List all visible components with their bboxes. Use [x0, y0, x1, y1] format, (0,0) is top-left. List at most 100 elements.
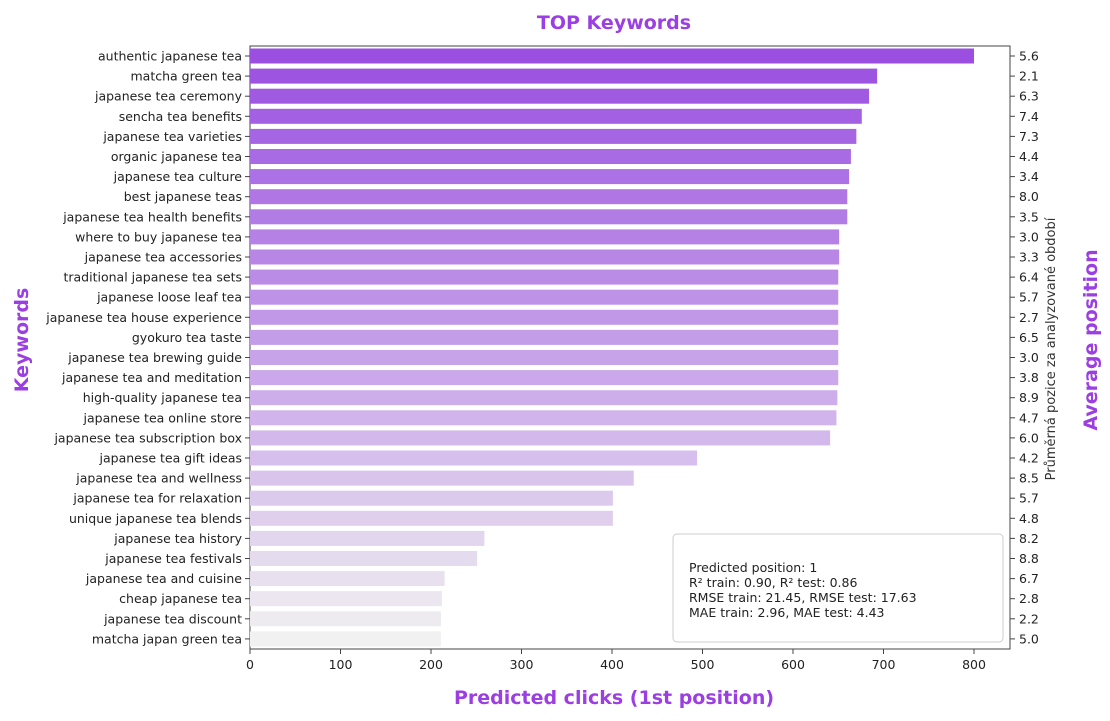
- x-tick-label: 800: [962, 657, 986, 672]
- category-label: japanese tea online store: [83, 410, 243, 425]
- avg-position-label: 8.2: [1019, 531, 1039, 546]
- avg-position-label: 6.4: [1019, 270, 1039, 285]
- bar: [250, 169, 850, 185]
- bar: [250, 108, 862, 124]
- annotation-line: MAE train: 2.96, MAE test: 4.43: [689, 605, 885, 620]
- avg-position-label: 4.4: [1019, 149, 1039, 164]
- category-label: gyokuro tea taste: [132, 330, 242, 345]
- category-labels: authentic japanese tea matcha green tea ja…: [45, 49, 250, 646]
- category-label: japanese tea discount: [103, 611, 242, 626]
- bar: [250, 390, 838, 406]
- x-tick-label: 100: [329, 657, 353, 672]
- x-axis-label: Predicted clicks (1st position): [454, 687, 774, 709]
- bar: [250, 571, 445, 587]
- category-label: matcha japan green tea: [92, 631, 242, 646]
- avg-position-label: 2.1: [1019, 69, 1039, 84]
- bar: [250, 289, 839, 305]
- category-label: unique japanese tea blends: [69, 511, 242, 526]
- avg-position-label: 2.7: [1019, 310, 1039, 325]
- avg-position-label: 5.6: [1019, 49, 1039, 64]
- avg-position-label: 3.0: [1019, 350, 1039, 365]
- bar: [250, 48, 974, 64]
- annotation-line: R² train: 0.90, R² test: 0.86: [689, 575, 857, 590]
- avg-position-labels: 5.6 2.1 6.3 7.4 7.3 4.4 3.4 8.0 3.5 3.0 3.3 6.4 5.7 2…: [1010, 49, 1039, 646]
- avg-position-label: 8.8: [1019, 551, 1039, 566]
- category-label: japanese tea health benefits: [62, 209, 242, 224]
- chart-title: TOP Keywords: [537, 12, 691, 34]
- x-tick-label: 0: [246, 657, 254, 672]
- bar: [250, 450, 698, 466]
- avg-position-label: 3.8: [1019, 370, 1039, 385]
- annotation-line: Predicted position: 1: [689, 560, 817, 575]
- y-axis-label: Keywords: [11, 288, 33, 393]
- avg-position-label: 5.7: [1019, 290, 1039, 305]
- avg-position-label: 6.5: [1019, 330, 1039, 345]
- plot-frame: [249, 45, 1011, 650]
- category-label: japanese tea varieties: [102, 129, 242, 144]
- x-tick-label: 500: [691, 657, 715, 672]
- bar: [250, 209, 848, 225]
- avg-position-label: 4.7: [1019, 410, 1039, 425]
- bars-group: [250, 48, 974, 647]
- right-axis-inner-label: Průměrná pozice za analyzované období: [1044, 217, 1059, 480]
- bar: [250, 229, 840, 245]
- category-label: japanese loose leaf tea: [96, 290, 242, 305]
- x-tick-label: 700: [872, 657, 896, 672]
- x-tick-label: 400: [600, 657, 624, 672]
- bar: [250, 88, 870, 104]
- bar: [250, 189, 848, 205]
- avg-position-label: 6.0: [1019, 430, 1039, 445]
- avg-position-label: 3.4: [1019, 169, 1039, 184]
- category-label: sencha tea benefits: [119, 109, 242, 124]
- category-label: traditional japanese tea sets: [63, 270, 242, 285]
- category-label: authentic japanese tea: [98, 49, 242, 64]
- x-axis-ticks: 0 100 200 300 400 500 600 700 800: [246, 649, 986, 672]
- category-label: japanese tea ceremony: [94, 89, 243, 104]
- avg-position-label: 8.9: [1019, 390, 1039, 405]
- bar: [250, 370, 839, 386]
- avg-position-label: 6.7: [1019, 571, 1039, 586]
- bar: [250, 591, 442, 607]
- category-label: cheap japanese tea: [119, 591, 242, 606]
- annotation-box: [672, 533, 1004, 643]
- avg-position-label: 4.2: [1019, 451, 1039, 466]
- bar: [250, 309, 839, 325]
- x-tick-label: 600: [781, 657, 805, 672]
- avg-position-label: 5.0: [1019, 631, 1039, 646]
- avg-position-label: 2.2: [1019, 611, 1039, 626]
- bar: [250, 149, 851, 164]
- category-label: japanese tea history: [113, 531, 242, 546]
- category-label: high-quality japanese tea: [83, 390, 242, 405]
- bar: [250, 430, 831, 446]
- category-label: japanese tea for relaxation: [72, 491, 242, 506]
- avg-position-label: 3.0: [1019, 229, 1039, 244]
- bar: [250, 611, 441, 627]
- avg-position-label: 8.5: [1019, 471, 1039, 486]
- category-label: matcha green tea: [131, 69, 243, 84]
- avg-position-label: 5.7: [1019, 491, 1039, 506]
- bar: [250, 551, 478, 566]
- metrics-annotation: Predicted position: 1 R² train: 0.90, R²…: [672, 533, 1004, 643]
- bar: [250, 249, 840, 265]
- x-tick-label: 300: [510, 657, 534, 672]
- category-label: best japanese teas: [124, 189, 242, 204]
- bar: [250, 470, 634, 486]
- bar: [250, 68, 878, 84]
- category-label: japanese tea and meditation: [61, 370, 242, 385]
- bar: [250, 350, 839, 365]
- bar: [250, 631, 441, 647]
- category-label: japanese tea gift ideas: [99, 451, 242, 466]
- category-label: japanese tea accessories: [84, 250, 242, 265]
- avg-position-label: 7.3: [1019, 129, 1039, 144]
- category-label: japanese tea festivals: [104, 551, 242, 566]
- avg-position-label: 8.0: [1019, 189, 1039, 204]
- category-label: organic japanese tea: [111, 149, 242, 164]
- category-label: japanese tea subscription box: [53, 430, 242, 445]
- category-label: japanese tea brewing guide: [67, 350, 242, 365]
- bar: [250, 490, 613, 506]
- avg-position-label: 3.5: [1019, 209, 1039, 224]
- bar: [250, 410, 837, 426]
- avg-position-label: 3.3: [1019, 250, 1039, 265]
- x-tick-label: 200: [419, 657, 443, 672]
